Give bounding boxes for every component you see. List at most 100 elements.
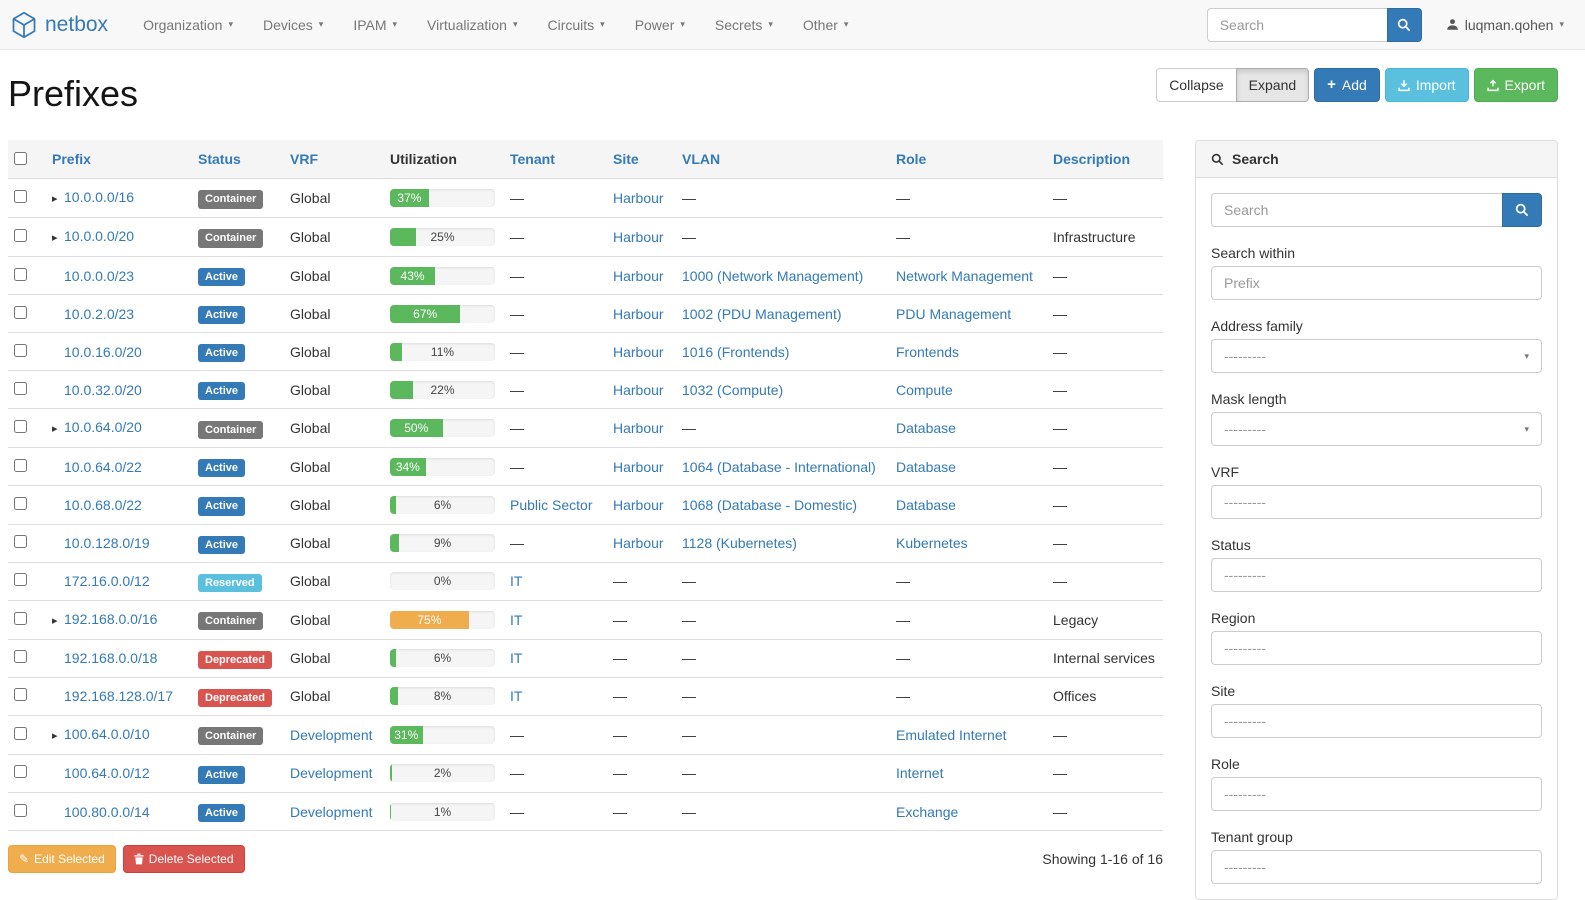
delete-selected-button[interactable]: Delete Selected [122,845,245,874]
row-checkbox[interactable] [14,343,27,357]
row-checkbox[interactable] [14,267,27,281]
column-header-status[interactable]: Status [190,140,282,179]
tenant-link[interactable]: Public Sector [510,497,593,514]
site-link[interactable]: Harbour [613,458,664,475]
column-header-role[interactable]: Role [888,140,1045,179]
row-checkbox[interactable] [14,765,27,779]
nav-item-power[interactable]: Power ▾ [620,0,700,49]
column-header-vrf[interactable]: VRF [282,140,382,179]
vrf-link[interactable]: Development [290,803,373,820]
row-checkbox[interactable] [14,726,27,740]
column-sort-link[interactable]: Site [613,151,639,167]
column-sort-link[interactable]: Tenant [510,151,555,167]
expand-children-icon[interactable]: ▸ [52,193,58,205]
column-header-prefix[interactable]: Prefix [44,140,190,179]
user-menu[interactable]: luqman.qohen ▾ [1446,17,1564,33]
prefix-link[interactable]: 10.0.16.0/20 [64,343,142,360]
prefix-link[interactable]: 10.0.2.0/23 [64,305,135,322]
navbar-search-button[interactable] [1386,7,1422,42]
prefix-link[interactable]: 100.64.0.0/12 [64,765,150,782]
collapse-button[interactable]: Collapse [1156,68,1237,102]
site-link[interactable]: Harbour [613,497,664,514]
nav-item-circuits[interactable]: Circuits ▾ [532,0,619,49]
vlan-link[interactable]: 1016 (Frontends) [682,343,790,360]
role-link[interactable]: Internet [896,765,944,782]
role-link[interactable]: Exchange [896,803,959,820]
tenant-link[interactable]: IT [510,573,523,590]
import-button[interactable]: Import [1384,68,1469,102]
filter-select-region[interactable]: --------- [1211,631,1542,665]
prefix-link[interactable]: 172.16.0.0/12 [64,573,150,590]
filter-input-search-within[interactable] [1211,266,1542,300]
nav-item-ipam[interactable]: IPAM ▾ [338,0,412,49]
role-link[interactable]: Kubernetes [896,535,968,552]
filter-select-mask-length[interactable]: --------- ▾ [1211,412,1542,446]
site-link[interactable]: Harbour [613,267,664,284]
vlan-link[interactable]: 1032 (Compute) [682,381,784,398]
vlan-link[interactable]: 1128 (Kubernetes) [682,535,797,552]
column-sort-link[interactable]: Role [896,151,927,167]
role-link[interactable]: Frontends [896,343,960,360]
expand-children-icon[interactable]: ▸ [52,423,58,436]
site-link[interactable]: Harbour [613,229,664,245]
prefix-link[interactable]: 10.0.64.0/22 [64,458,142,475]
row-checkbox[interactable] [14,803,27,817]
nav-item-organization[interactable]: Organization ▾ [128,0,248,49]
prefix-link[interactable]: 192.168.0.0/18 [64,650,158,667]
filter-select-site[interactable]: --------- [1211,704,1542,738]
column-sort-link[interactable]: Status [198,151,241,167]
select-all-checkbox[interactable] [14,152,27,165]
export-button[interactable]: Export [1473,68,1558,102]
netbox-brand[interactable]: netbox [10,11,108,39]
prefix-link[interactable]: 192.168.128.0/17 [64,688,173,705]
site-link[interactable]: Harbour [613,381,664,398]
row-checkbox[interactable] [14,611,27,625]
filter-select-tenant-group[interactable]: --------- [1211,850,1542,884]
expand-children-icon[interactable]: ▸ [52,232,58,244]
row-checkbox[interactable] [14,688,27,702]
nav-item-other[interactable]: Other ▾ [788,0,864,49]
column-sort-link[interactable]: Prefix [52,151,91,167]
prefix-link[interactable]: 10.0.0.0/20 [64,228,135,244]
tenant-link[interactable]: IT [510,650,523,667]
row-checkbox[interactable] [14,650,27,664]
row-checkbox[interactable] [14,305,27,319]
vrf-link[interactable]: Development [290,765,373,782]
prefix-link[interactable]: 10.0.0.0/23 [64,267,135,284]
filter-select-address-family[interactable]: --------- ▾ [1211,339,1542,373]
navbar-search-input[interactable] [1206,7,1387,42]
column-header-site[interactable]: Site [605,140,674,179]
row-checkbox[interactable] [14,497,27,511]
nav-item-devices[interactable]: Devices ▾ [248,0,338,49]
row-checkbox[interactable] [14,573,27,587]
expand-button[interactable]: Expand [1235,68,1310,102]
role-link[interactable]: Network Management [896,267,1033,284]
row-checkbox[interactable] [14,381,27,395]
role-link[interactable]: Database [896,497,956,514]
role-link[interactable]: Database [896,458,956,475]
column-header-vlan[interactable]: VLAN [674,140,888,179]
site-link[interactable]: Harbour [613,420,664,437]
site-link[interactable]: Harbour [613,190,664,206]
prefix-link[interactable]: 192.168.0.0/16 [64,610,158,627]
expand-children-icon[interactable]: ▸ [52,614,58,627]
row-checkbox[interactable] [14,190,27,203]
row-checkbox[interactable] [14,229,27,242]
column-sort-link[interactable]: VRF [290,151,318,167]
row-checkbox[interactable] [14,535,27,549]
row-checkbox[interactable] [14,420,27,434]
prefix-link[interactable]: 100.64.0.0/10 [64,725,150,742]
edit-selected-button[interactable]: ✎ Edit Selected [8,845,116,874]
filter-select-role[interactable]: --------- [1211,777,1542,811]
nav-item-secrets[interactable]: Secrets ▾ [700,0,788,49]
row-checkbox[interactable] [14,458,27,472]
vlan-link[interactable]: 1068 (Database - Domestic) [682,497,858,514]
vrf-link[interactable]: Development [290,726,373,743]
column-header-tenant[interactable]: Tenant [502,140,605,179]
expand-children-icon[interactable]: ▸ [52,729,58,742]
add-button[interactable]: + Add [1314,68,1380,102]
nav-item-virtualization[interactable]: Virtualization ▾ [412,0,532,49]
role-link[interactable]: Database [896,420,956,437]
prefix-link[interactable]: 10.0.68.0/22 [64,497,142,514]
sidebar-search-input[interactable] [1211,193,1502,227]
